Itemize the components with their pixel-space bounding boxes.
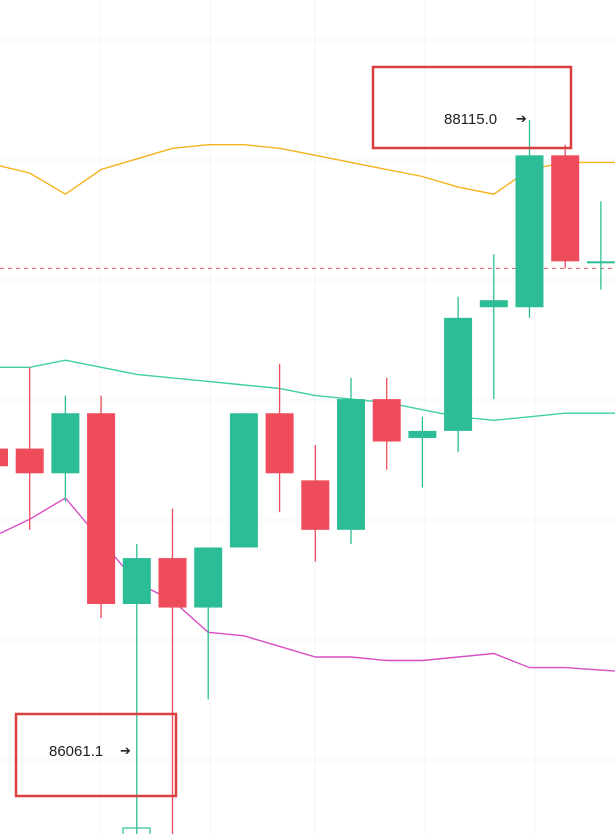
candle-body xyxy=(301,480,330,530)
candle-down xyxy=(265,363,294,513)
candle-up xyxy=(479,254,508,400)
candle-up xyxy=(444,296,473,453)
candle-body xyxy=(444,317,473,431)
candle-body xyxy=(479,300,508,308)
candle-body xyxy=(586,261,615,264)
candle-down xyxy=(0,448,8,467)
candle-body xyxy=(194,547,223,608)
candle-body xyxy=(0,448,8,467)
candle-up xyxy=(229,413,258,548)
annotation-price-label: 88115.0 xyxy=(444,111,497,128)
candle-body xyxy=(87,413,116,605)
candle-body xyxy=(265,413,294,474)
candle-up xyxy=(122,543,151,834)
candle-body xyxy=(122,558,151,605)
candle-down xyxy=(87,395,116,619)
annotation-price-label: 86061.1 xyxy=(49,743,103,760)
annotation-box xyxy=(14,712,178,798)
candle-body xyxy=(551,155,580,262)
candle-up xyxy=(194,547,223,700)
low-price-annotation: 86061.1 ➔ xyxy=(14,712,178,798)
middle-band-line xyxy=(0,359,615,422)
bottom-square-icon xyxy=(122,827,151,834)
candle-down xyxy=(301,445,330,562)
upper-band-line xyxy=(0,143,615,196)
candle-down xyxy=(15,367,44,530)
arrow-right-icon: ➔ xyxy=(120,744,131,759)
candle-down xyxy=(372,377,401,470)
candle-body xyxy=(372,399,401,442)
candle-body xyxy=(158,558,187,608)
candle-up xyxy=(51,395,80,502)
candle-up xyxy=(515,120,544,318)
candle-body xyxy=(337,399,365,530)
candle-body xyxy=(51,413,80,474)
arrow-right-icon: ➔ xyxy=(516,112,527,127)
candle-body xyxy=(515,155,544,308)
candle-body xyxy=(15,448,44,474)
candle-down xyxy=(158,508,187,834)
candle-body xyxy=(229,413,258,548)
candle-up xyxy=(586,201,615,290)
candle-down xyxy=(551,144,580,269)
annotation-box xyxy=(371,65,573,150)
price-annotations: 88115.0 ➔ 86061.1 ➔ xyxy=(14,65,573,798)
high-price-annotation: 88115.0 ➔ xyxy=(371,65,573,150)
candle-up xyxy=(337,377,365,544)
candle-up xyxy=(408,416,437,488)
bollinger-bands xyxy=(0,143,615,672)
candle-body xyxy=(408,430,437,438)
candles xyxy=(0,120,615,834)
